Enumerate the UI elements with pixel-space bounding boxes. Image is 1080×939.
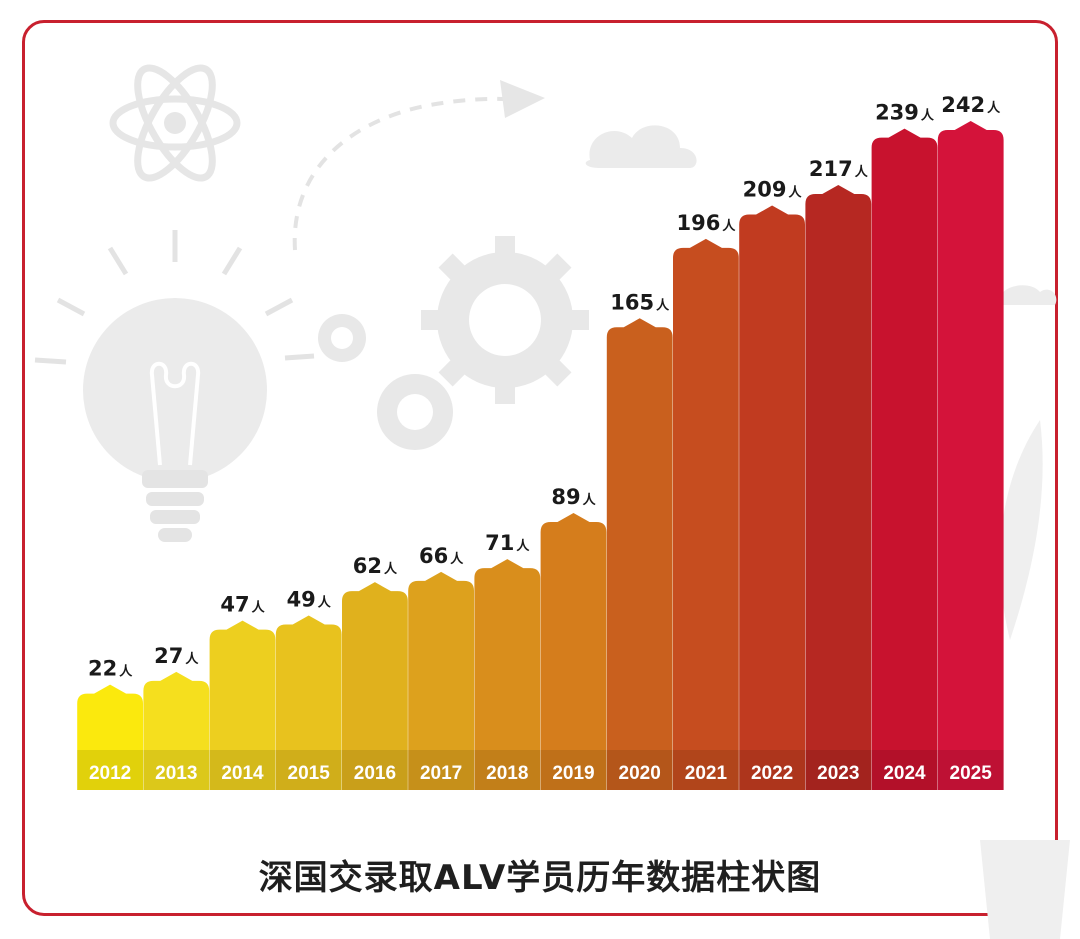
year-band-2018 [474,750,541,790]
data-label-2017: 66 人 [419,544,464,568]
data-label-2013: 27 人 [154,644,199,668]
bar-2012 [77,684,143,790]
data-label-2018: 71 人 [485,531,530,555]
bar-group-2013: 2013 27 人 [143,644,210,790]
tick-label-2015: 2015 [288,763,331,784]
tick-label-2024: 2024 [883,763,926,784]
year-band-2016 [342,750,408,790]
leaf-icon [1000,420,1043,640]
plant-pot-icon [980,840,1070,939]
bar-group-2014: 2014 47 人 [209,593,276,790]
bar-group-2018: 2018 71 人 [474,531,541,790]
lightbulb-icon [83,298,267,542]
bar-2022 [739,205,805,790]
bar-2020 [606,318,673,790]
bar-2023 [805,185,872,791]
bar-group-2015: 2015 49 人 [275,587,342,790]
data-label-2014: 47 人 [220,593,265,617]
tick-label-2016: 2016 [354,763,396,784]
bar-group-2022: 2022 209 人 [739,178,805,790]
year-band-2014 [209,750,276,790]
bar-2018 [474,559,541,790]
bar-2016 [342,582,408,790]
dashed-arrow-path [292,96,521,251]
data-label-2015: 49 人 [287,587,332,611]
bar-group-2012: 2012 22 人 [77,657,143,790]
tick-label-2025: 2025 [950,763,993,784]
data-label-2022: 209 人 [743,178,803,202]
tick-label-2019: 2019 [552,763,594,784]
data-label-2025: 242 人 [941,93,1001,117]
data-label-2024: 239 人 [875,101,935,125]
bar-group-2025: 2025 242 人 [937,93,1004,790]
year-band-2020 [606,750,673,790]
atom-icon [109,64,241,182]
tick-label-2020: 2020 [619,763,661,784]
year-band-2025 [937,750,1004,790]
data-label-2021: 196 人 [676,211,736,235]
year-band-2019 [540,750,607,790]
bar-group-2020: 2020 165 人 [606,290,673,790]
bar-group-2016: 2016 62 人 [342,554,408,790]
small-cloud-icon [1000,285,1057,305]
bar-2021 [673,238,739,790]
bar-group-2023: 2023 217 人 [805,157,872,791]
chart-title: 深国交录取ALV学员历年数据柱状图 [258,858,822,898]
year-band-2013 [143,750,210,790]
bar-2017 [408,571,474,790]
bar-2015 [275,615,342,790]
bar-2014 [209,620,276,790]
tick-label-2017: 2017 [420,763,462,784]
data-label-2016: 62 人 [353,554,398,578]
data-label-2019: 89 人 [551,485,596,509]
tick-label-2012: 2012 [89,763,131,784]
year-band-2023 [805,750,872,790]
data-label-2012: 22 人 [88,657,133,681]
bar-group-2017: 2017 66 人 [408,544,474,790]
year-band-2017 [408,750,474,790]
bar-group-2024: 2024 239 人 [871,101,938,791]
tick-label-2013: 2013 [155,763,197,784]
tick-label-2023: 2023 [817,763,859,784]
bar-group-2021: 2021 196 人 [673,211,739,790]
tick-label-2014: 2014 [221,763,264,784]
year-band-2021 [673,750,739,790]
tick-label-2018: 2018 [486,763,528,784]
tick-label-2022: 2022 [751,763,793,784]
bar-2013 [143,671,210,790]
tick-label-2021: 2021 [685,763,728,784]
data-label-2020: 165 人 [610,290,670,314]
arrow-head-icon [500,80,545,118]
year-band-2012 [77,750,143,790]
year-band-2024 [871,750,938,790]
year-band-2022 [739,750,805,790]
bar-2024 [871,128,938,791]
lightbulb-rays-icon [34,230,315,365]
bar-2019 [540,512,607,790]
bar-group-2019: 2019 89 人 [540,485,607,790]
bar-2025 [937,121,1004,790]
year-band-2015 [275,750,342,790]
cloud-icon [585,125,697,168]
data-label-2023: 217 人 [809,157,869,181]
